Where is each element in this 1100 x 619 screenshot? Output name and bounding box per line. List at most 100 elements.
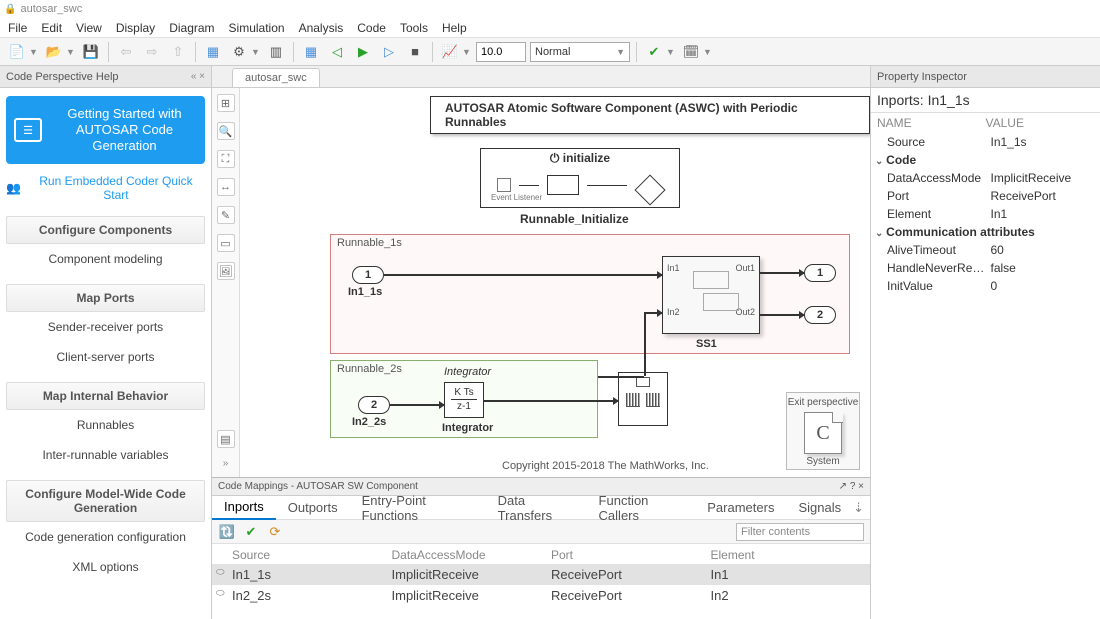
open-button[interactable]: 📂	[43, 41, 65, 63]
tab-inports[interactable]: Inports	[212, 495, 276, 520]
ss1-in2-label: In2	[667, 307, 680, 317]
prop-row[interactable]: InitValue0	[871, 277, 1100, 295]
menu-display[interactable]: Display	[116, 21, 155, 35]
prop-row[interactable]: PortReceivePort	[871, 187, 1100, 205]
exit-perspective-badge[interactable]: Exit perspective C System	[786, 392, 860, 470]
window-title: autosar_swc	[20, 3, 82, 15]
collapse-icon[interactable]: « ×	[191, 71, 205, 82]
inport-1[interactable]: 1	[352, 266, 384, 284]
update-button[interactable]: ▦	[300, 41, 322, 63]
new-button[interactable]: 📄	[6, 41, 28, 63]
menu-edit[interactable]: Edit	[41, 21, 62, 35]
scope-block[interactable]	[618, 372, 668, 426]
section-item[interactable]: Runnables	[6, 410, 205, 440]
library-button[interactable]: ▥	[265, 41, 287, 63]
palette-comment-icon[interactable]: ✎	[217, 206, 235, 224]
refresh-button[interactable]: 🔃	[218, 523, 236, 541]
section-item[interactable]: Sender-receiver ports	[6, 312, 205, 342]
palette-area-icon[interactable]: ▭	[217, 234, 235, 252]
section-item[interactable]: Code generation configuration	[6, 522, 205, 552]
tab-parameters[interactable]: Parameters	[695, 496, 786, 519]
menu-view[interactable]: View	[76, 21, 102, 35]
menu-code[interactable]: Code	[357, 21, 386, 35]
section-comm[interactable]: Communication attributes	[871, 223, 1100, 241]
section-item[interactable]: Client-server ports	[6, 342, 205, 372]
palette-zoom-icon[interactable]: 🔍	[217, 122, 235, 140]
col-mode[interactable]: DataAccessMode	[392, 548, 552, 562]
subsystem-ss1[interactable]: In1 In2 Out1 Out2	[662, 256, 760, 334]
run-button[interactable]: ▶	[352, 41, 374, 63]
palette-arrow-icon[interactable]: ↔	[217, 178, 235, 196]
stop-button[interactable]: ■	[404, 41, 426, 63]
col-port[interactable]: Port	[551, 548, 711, 562]
signal-button[interactable]: 📈	[439, 41, 461, 63]
menu-diagram[interactable]: Diagram	[169, 21, 214, 35]
section-item[interactable]: Component modeling	[6, 244, 205, 274]
section-code[interactable]: Code	[871, 151, 1100, 169]
initialize-subsystem[interactable]: initialize Event Listener	[480, 148, 680, 208]
menu-tools[interactable]: Tools	[400, 21, 428, 35]
tab-overflow-icon[interactable]: ⇣	[853, 500, 870, 516]
palette-scope-icon[interactable]: ▤	[217, 430, 235, 448]
table-row[interactable]: ⬭ In1_1s ImplicitReceive ReceivePort In1	[212, 564, 870, 585]
book-icon: ☰	[14, 118, 42, 142]
col-element[interactable]: Element	[711, 548, 871, 562]
up-button[interactable]: ⇧	[167, 41, 189, 63]
config-button[interactable]: ⚙	[228, 41, 250, 63]
simulation-mode-select[interactable]: Normal▼	[530, 42, 630, 62]
dropdown-icon[interactable]: ▼	[666, 47, 676, 57]
filter-input[interactable]: Filter contents	[736, 523, 864, 541]
prop-row[interactable]: SourceIn1_1s	[871, 133, 1100, 151]
menu-analysis[interactable]: Analysis	[299, 21, 344, 35]
forward-button[interactable]: ⇨	[141, 41, 163, 63]
table-row[interactable]: ⬭ In2_2s ImplicitReceive ReceivePort In2	[212, 585, 870, 606]
section-item[interactable]: Inter-runnable variables	[6, 440, 205, 470]
mappings-tabs: Inports Outports Entry-Point Functions D…	[212, 496, 870, 520]
palette-fit-icon[interactable]: ⛶	[217, 150, 235, 168]
dropdown-icon[interactable]: ▼	[66, 47, 76, 57]
model-canvas[interactable]: AUTOSAR Atomic Software Component (ASWC)…	[240, 88, 870, 477]
prop-row[interactable]: ElementIn1	[871, 205, 1100, 223]
section-map-ports[interactable]: Map Ports	[6, 284, 205, 312]
section-map-internal[interactable]: Map Internal Behavior	[6, 382, 205, 410]
col-source[interactable]: Source	[232, 548, 392, 562]
save-button[interactable]: 💾	[80, 41, 102, 63]
step-forward-button[interactable]: ▷	[378, 41, 400, 63]
menu-simulation[interactable]: Simulation	[229, 21, 285, 35]
menu-help[interactable]: Help	[442, 21, 467, 35]
back-button[interactable]: ⇦	[115, 41, 137, 63]
palette-nav-icon[interactable]: ⊞	[217, 94, 235, 112]
getting-started-card[interactable]: ☰ Getting Started with AUTOSAR Code Gene…	[6, 96, 205, 164]
quick-start-link[interactable]: 👥 Run Embedded Coder Quick Start	[6, 174, 205, 202]
outport-2[interactable]: 2	[804, 306, 836, 324]
tab-signals[interactable]: Signals	[786, 496, 853, 519]
schedule-button[interactable]: 🗓	[680, 41, 702, 63]
prop-row[interactable]: DataAccessModeImplicitReceive	[871, 169, 1100, 187]
stop-time-input[interactable]	[476, 42, 526, 62]
palette-image-icon[interactable]: 🖼	[217, 262, 235, 280]
runnable-1s-area[interactable]: Runnable_1s	[330, 234, 850, 354]
step-back-button[interactable]: ◁	[326, 41, 348, 63]
dropdown-icon[interactable]: ▼	[29, 47, 39, 57]
dropdown-icon[interactable]: ▼	[703, 47, 713, 57]
tab-outports[interactable]: Outports	[276, 496, 350, 519]
section-model-wide[interactable]: Configure Model-Wide Code Generation	[6, 480, 205, 522]
update-button[interactable]: ⟳	[266, 523, 284, 541]
outport-1[interactable]: 1	[804, 264, 836, 282]
ss1-caption: SS1	[696, 338, 717, 350]
dropdown-icon[interactable]: ▼	[251, 47, 261, 57]
integrator-block[interactable]: K Ts z-1	[444, 382, 484, 418]
prop-row[interactable]: HandleNeverRe…false	[871, 259, 1100, 277]
canvas-tab[interactable]: autosar_swc	[232, 68, 320, 87]
check-button[interactable]: ✔	[643, 41, 665, 63]
validate-button[interactable]: ✔	[242, 523, 260, 541]
section-item[interactable]: XML options	[6, 552, 205, 582]
dropdown-icon[interactable]: ▼	[462, 47, 472, 57]
section-configure-components[interactable]: Configure Components	[6, 216, 205, 244]
prop-row[interactable]: AliveTimeout60	[871, 241, 1100, 259]
menu-file[interactable]: File	[8, 21, 27, 35]
palette-expand-icon[interactable]: »	[223, 458, 229, 469]
model-browser-button[interactable]: ▦	[202, 41, 224, 63]
inport-2[interactable]: 2	[358, 396, 390, 414]
panel-controls[interactable]: ↗ ? ×	[839, 481, 864, 492]
